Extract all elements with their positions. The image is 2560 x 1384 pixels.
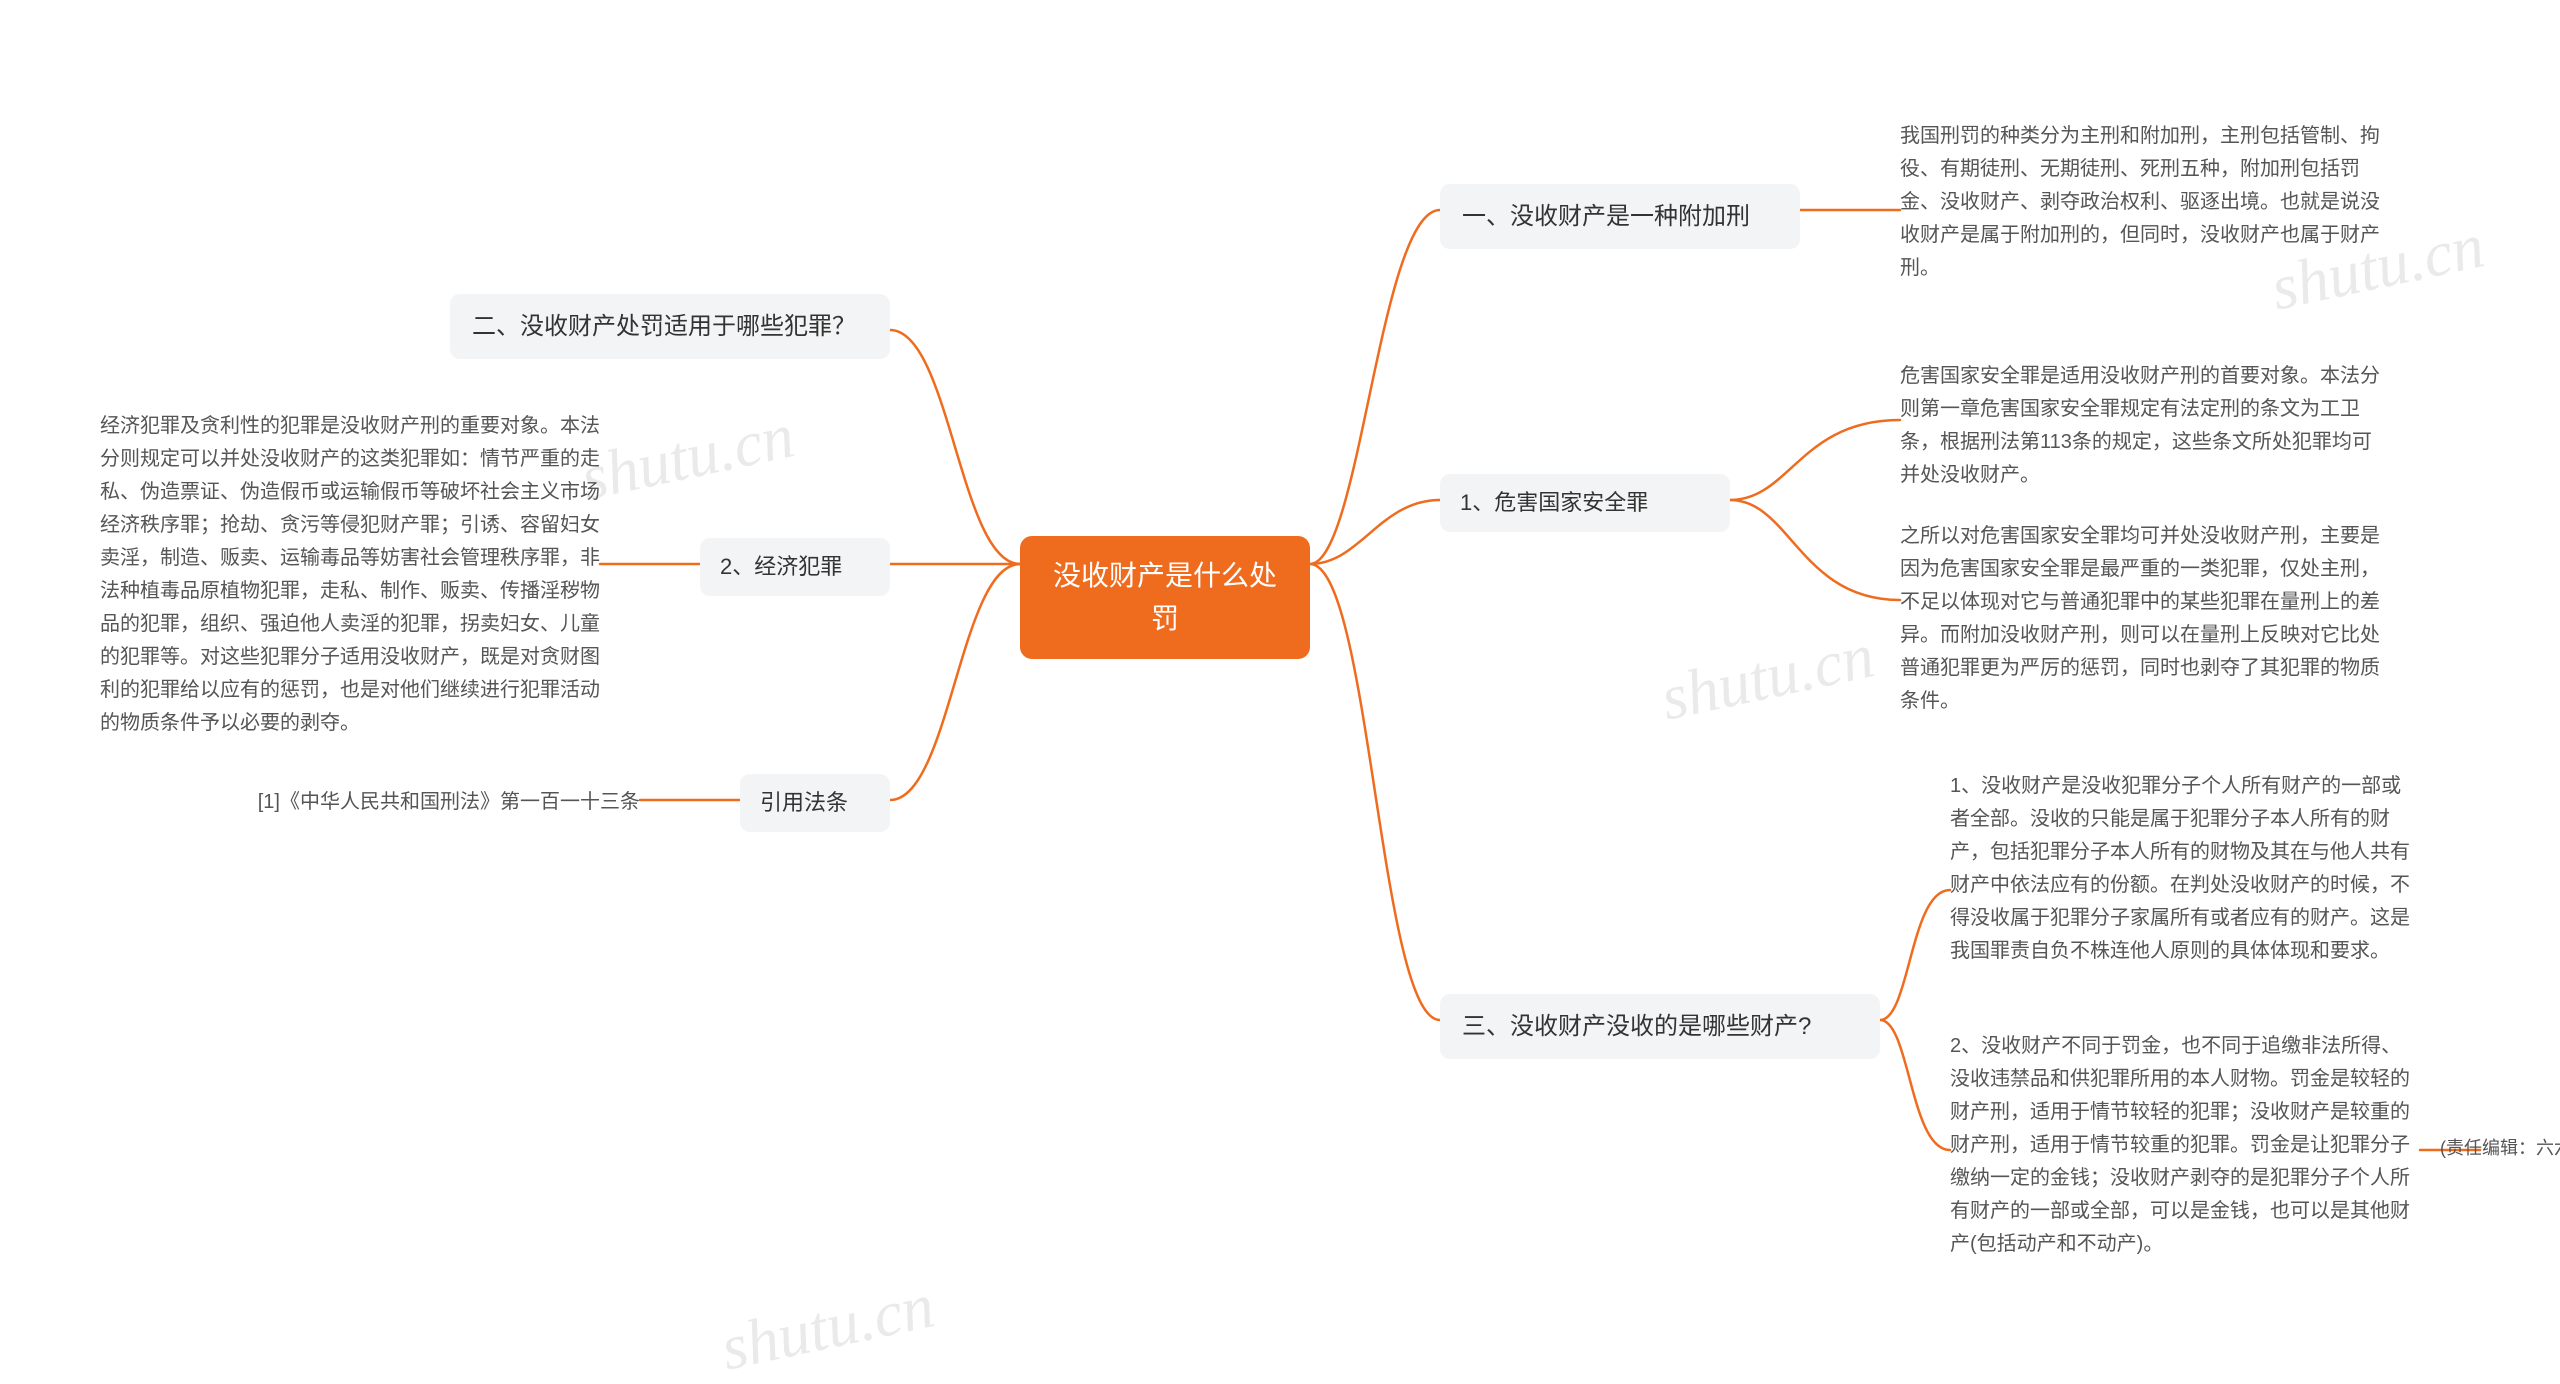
leaf-r3a: 1、没收财产是没收犯罪分子个人所有财产的一部或者全部。没收的只能是属于犯罪分子本… — [1950, 770, 2420, 968]
branch-r2[interactable]: 1、危害国家安全罪 — [1440, 474, 1730, 532]
root-node[interactable]: 没收财产是什么处罚 — [1020, 536, 1310, 659]
watermark: shutu.cn — [715, 1268, 941, 1384]
leaf-r2b: 之所以对危害国家安全罪均可并处没收财产刑，主要是因为危害国家安全罪是最严重的一类… — [1900, 520, 2380, 718]
branch-l2[interactable]: 2、经济犯罪 — [700, 538, 890, 596]
branch-l1[interactable]: 二、没收财产处罚适用于哪些犯罪？ — [450, 294, 890, 359]
branch-r3[interactable]: 三、没收财产没收的是哪些财产? — [1440, 994, 1880, 1059]
leaf-r2a: 危害国家安全罪是适用没收财产刑的首要对象。本法分则第一章危害国家安全罪规定有法定… — [1900, 360, 2380, 492]
watermark: shutu.cn — [1655, 618, 1881, 735]
leaf-l2: 经济犯罪及贪利性的犯罪是没收财产刑的重要对象。本法分则规定可以并处没收财产的这类… — [100, 410, 600, 740]
leaf-r3b: 2、没收财产不同于罚金，也不同于追缴非法所得、没收违禁品和供犯罪所用的本人财物。… — [1950, 1030, 2420, 1261]
leaf-l3: [1]《中华人民共和国刑法》第一百一十三条 — [180, 786, 640, 819]
leaf-r1: 我国刑罚的种类分为主刑和附加刑，主刑包括管制、拘役、有期徒刑、无期徒刑、死刑五种… — [1900, 120, 2380, 285]
leaf-r3-tail: (责任编辑：六六) — [2440, 1134, 2560, 1164]
branch-l3[interactable]: 引用法条 — [740, 774, 890, 832]
branch-r1[interactable]: 一、没收财产是一种附加刑 — [1440, 184, 1800, 249]
watermark: shutu.cn — [575, 398, 801, 515]
mindmap-canvas: { "style": { "canvas": { "width": 2560, … — [0, 0, 2560, 1384]
